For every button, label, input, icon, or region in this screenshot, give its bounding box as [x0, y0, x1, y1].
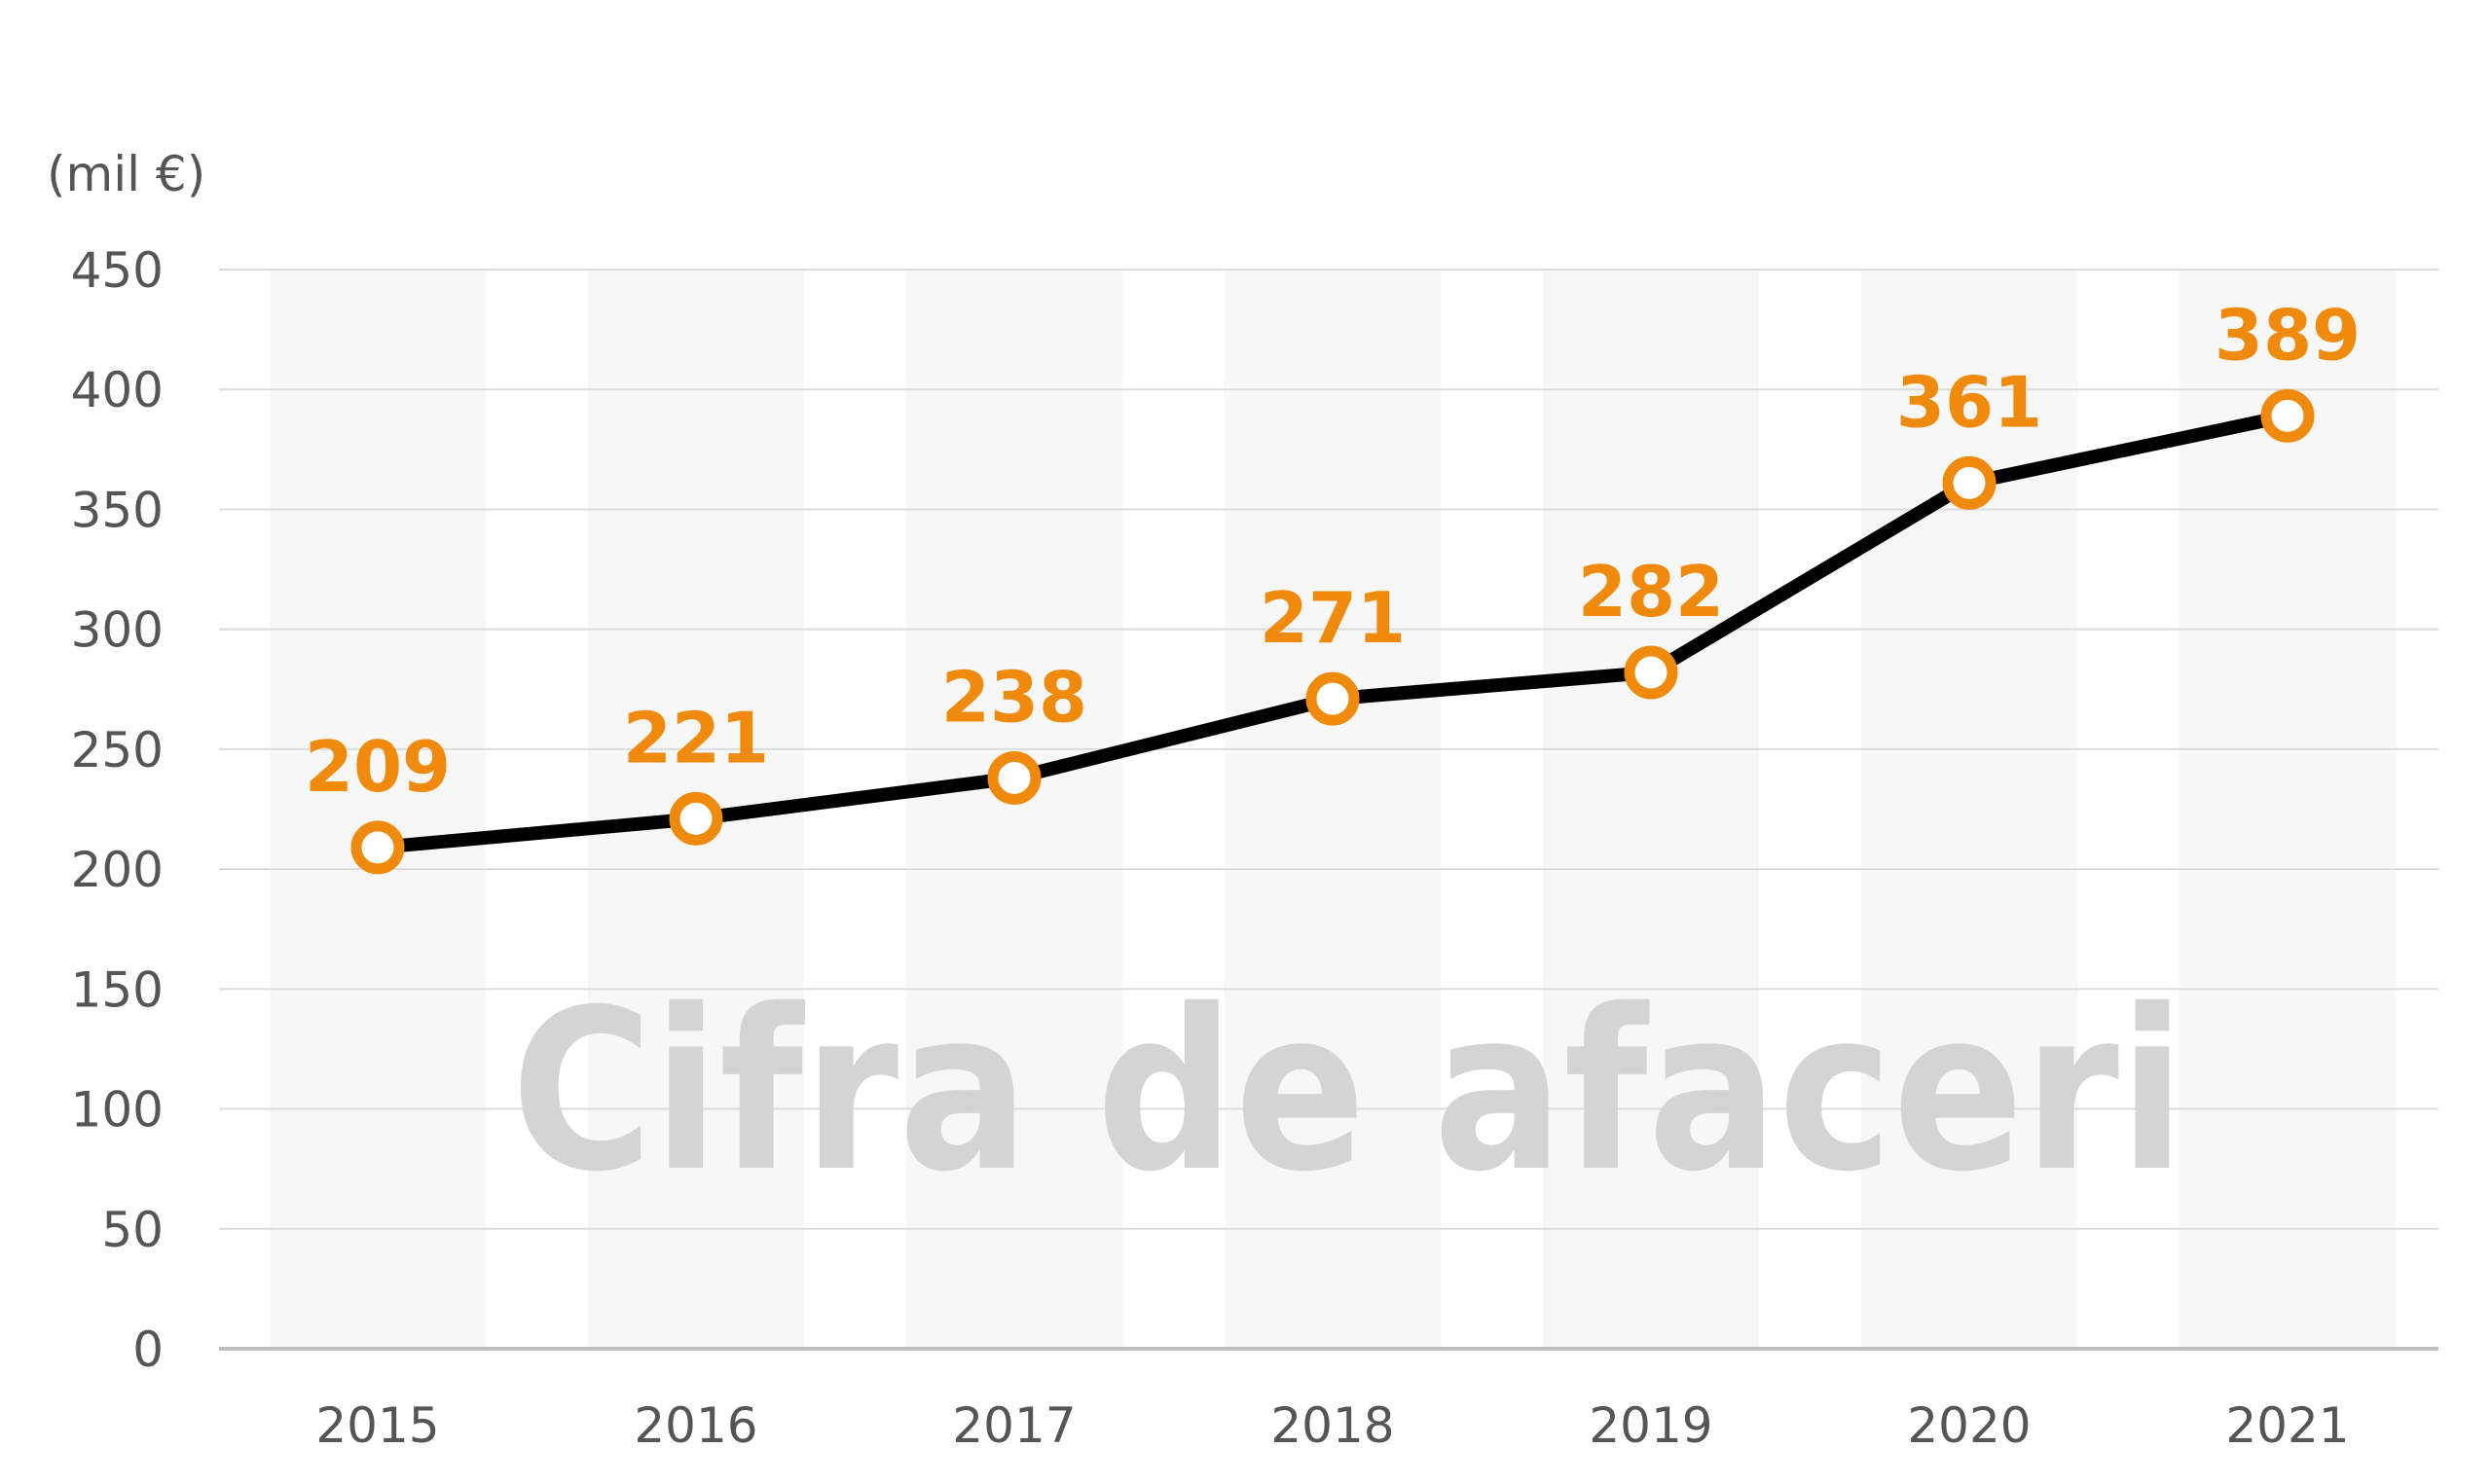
data-markers — [350, 388, 2315, 875]
y-tick-label: 300 — [71, 602, 164, 659]
data-label: 238 — [941, 656, 1087, 738]
data-label: 361 — [1896, 361, 2042, 443]
y-tick-label: 100 — [71, 1082, 164, 1139]
y-tick-label: 200 — [71, 842, 164, 898]
y-tick-label: 0 — [132, 1321, 164, 1378]
column-band — [906, 270, 1122, 1349]
data-label: 389 — [2215, 294, 2361, 376]
x-tick-labels: 2015 2016 2017 2018 2019 2020 2021 — [315, 1397, 2349, 1454]
x-tick-label: 2020 — [1907, 1397, 2031, 1454]
data-label: 221 — [623, 697, 769, 778]
x-tick-label: 2017 — [952, 1397, 1076, 1454]
x-tick-label: 2018 — [1270, 1397, 1394, 1454]
y-tick-labels: 0 50 100 150 200 250 300 350 400 450 — [71, 242, 164, 1378]
data-point-marker — [1942, 455, 1997, 510]
data-label: 271 — [1260, 577, 1406, 659]
y-unit-label: (mil €) — [47, 146, 205, 202]
data-point-marker — [350, 820, 405, 875]
data-point-marker — [669, 791, 723, 846]
column-band — [1225, 270, 1441, 1349]
y-tick-label: 450 — [71, 242, 164, 299]
chart-title-watermark: Cifra de afaceri — [511, 961, 2185, 1220]
x-tick-label: 2021 — [2225, 1397, 2349, 1454]
data-point-marker — [987, 750, 1042, 805]
y-tick-label: 50 — [101, 1202, 164, 1258]
data-label: 209 — [305, 726, 451, 808]
data-point-marker — [1305, 671, 1360, 726]
y-tick-label: 250 — [71, 722, 164, 778]
data-point-marker — [2260, 388, 2315, 443]
x-tick-label: 2019 — [1589, 1397, 1712, 1454]
column-band — [270, 270, 486, 1349]
y-tick-label: 150 — [71, 961, 164, 1018]
column-band — [1543, 270, 1759, 1349]
gridlines — [219, 269, 2438, 1230]
y-tick-label: 350 — [71, 482, 164, 538]
column-bands — [270, 270, 2396, 1349]
x-tick-label: 2016 — [634, 1397, 757, 1454]
data-label: 282 — [1578, 551, 1724, 633]
column-band — [1861, 270, 2077, 1349]
x-tick-label: 2015 — [315, 1397, 439, 1454]
data-labels: 209 221 238 271 282 361 389 — [305, 294, 2361, 808]
column-band — [2180, 270, 2396, 1349]
y-tick-label: 400 — [71, 362, 164, 418]
data-point-marker — [1624, 645, 1678, 700]
